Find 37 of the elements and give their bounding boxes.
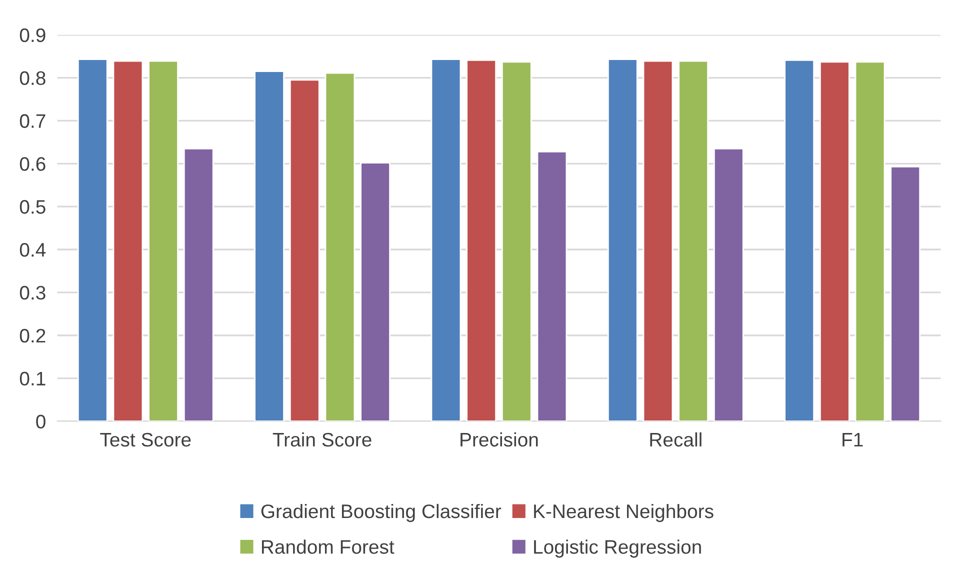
bar	[678, 60, 709, 422]
x-tick-label: Test Score	[100, 432, 191, 447]
bar	[77, 58, 108, 422]
y-tick-label: 0.8	[20, 71, 46, 86]
bar	[713, 148, 744, 422]
bar	[324, 72, 356, 422]
x-tick-label: Recall	[650, 432, 702, 447]
bar	[501, 61, 532, 422]
x-tick-label: Train Score	[272, 432, 372, 447]
y-tick-label: 0.1	[20, 372, 46, 386]
bar	[112, 60, 144, 422]
bar	[254, 70, 284, 422]
y-tick-label: 0.5	[20, 200, 46, 214]
bar	[183, 148, 214, 422]
y-tick-label: 0	[36, 414, 46, 428]
bar	[289, 79, 320, 422]
x-tick-label: Precision	[460, 432, 538, 447]
bar	[854, 61, 886, 422]
bar	[466, 59, 496, 422]
legend-label: Logistic Regression	[534, 540, 701, 558]
bar	[642, 60, 674, 422]
y-tick-label: 0.6	[20, 157, 46, 171]
bar	[148, 60, 178, 422]
bar	[430, 58, 462, 422]
y-tick-label: 0.2	[20, 328, 46, 343]
bar	[360, 162, 390, 422]
legend-label: Gradient Boosting Classifier	[261, 504, 502, 522]
legend-label: K-Nearest Neighbors	[534, 504, 714, 522]
x-tick-label: F1	[842, 433, 863, 446]
bar	[607, 58, 638, 422]
y-tick-label: 0.9	[20, 28, 46, 42]
bar	[536, 150, 568, 422]
y-tick-label: 0.7	[20, 114, 46, 128]
y-tick-label: 0.4	[20, 242, 46, 257]
legend-label: Random Forest	[262, 540, 394, 554]
y-tick-label: 0.3	[20, 286, 46, 300]
bar	[890, 166, 921, 422]
